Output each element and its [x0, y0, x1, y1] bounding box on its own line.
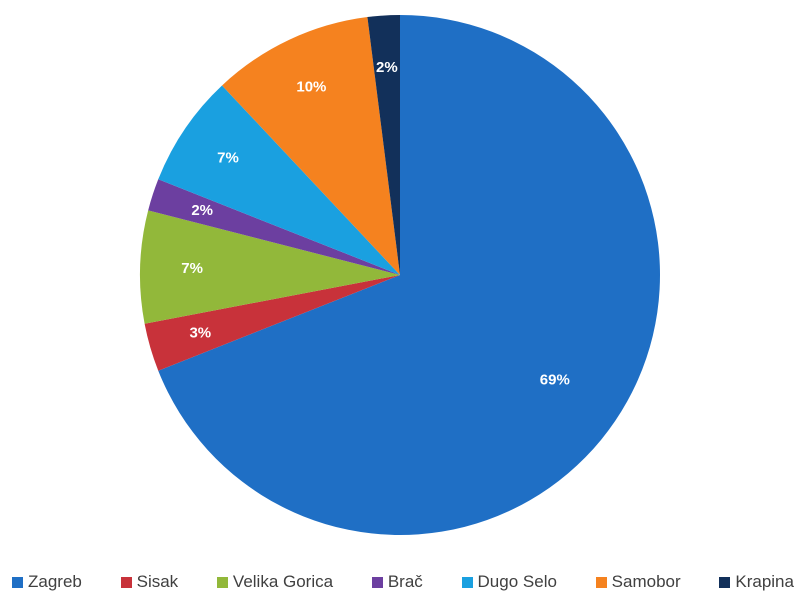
legend-item-samobor: Samobor [595, 572, 681, 592]
legend-label: Brač [387, 572, 423, 591]
legend-label: Samobor [611, 572, 681, 591]
legend-swatch [461, 576, 473, 588]
legend-swatch [719, 576, 731, 588]
slice-label-sisak: 3% [189, 325, 211, 342]
pie-slice-velika-gorica [140, 210, 400, 324]
legend-item-zagreb: Zagreb [12, 572, 82, 592]
legend-item-dugo-selo: Dugo Selo [461, 572, 557, 592]
legend-label: Sisak [136, 572, 179, 591]
pie-slice-krapina [367, 15, 400, 275]
slice-label-brac: 2% [191, 202, 213, 219]
legend-swatch [12, 576, 23, 588]
legend-swatch [595, 576, 607, 588]
legend-item-sisak: Sisak [120, 572, 179, 592]
legend-swatch [371, 576, 383, 588]
slice-label-samobor: 10% [296, 78, 326, 95]
pie-chart: 69% 3% 7% 2% 7% 10% 2% [140, 15, 661, 535]
legend-label: Zagreb [28, 572, 82, 591]
legend-label: Dugo Selo [477, 572, 557, 591]
pie-slice-brac [148, 179, 400, 275]
pie-slice-labels: 69% 3% 7% 2% 7% 10% 2% [181, 59, 570, 389]
legend-swatch [216, 576, 228, 588]
legend-swatch [120, 576, 132, 588]
pie-slice-samobor [222, 17, 400, 276]
slice-label-velika-gorica: 7% [181, 260, 203, 277]
legend-item-krapina: Krapina [719, 572, 794, 592]
legend-item-velika-gorica: Velika Gorica [216, 572, 334, 592]
legend: Zagreb Sisak Velika Gorica Brač Dugo Selo Sam… [0, 568, 800, 596]
legend-item-brac: Brač [371, 572, 423, 592]
legend-label: Krapina [735, 572, 794, 591]
slice-label-zagreb: 69% [540, 372, 570, 389]
pie-slices [140, 15, 661, 535]
pie-slice-sisak [144, 275, 400, 371]
slice-label-krapina: 2% [376, 59, 398, 76]
slice-label-dugo-selo: 7% [217, 150, 239, 167]
legend-label: Velika Gorica [232, 572, 334, 591]
pie-slice-zagreb [158, 15, 661, 535]
pie-slice-dugo-selo [158, 85, 400, 275]
